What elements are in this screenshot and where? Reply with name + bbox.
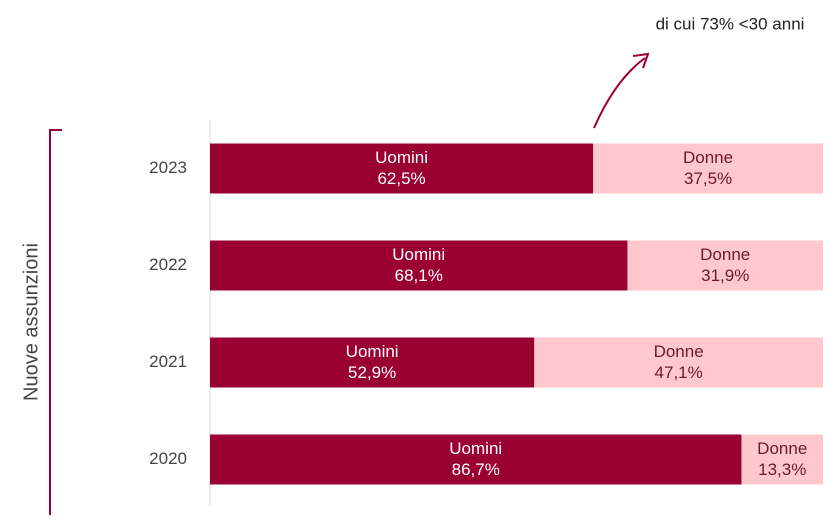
- bracket: [49, 129, 62, 515]
- segment-name: Donne: [654, 342, 704, 361]
- y-tick-label: 2023: [149, 158, 187, 177]
- bar-segment: [627, 240, 823, 291]
- bar-segment: [210, 434, 742, 485]
- annotation: di cui 73% <30 anni: [656, 14, 805, 33]
- bar-segment: [534, 337, 823, 388]
- bar-segment: [741, 434, 823, 485]
- segment-name: Donne: [683, 148, 733, 167]
- segment-name: Uomini: [392, 245, 445, 264]
- data-label: 37,5%: [684, 169, 732, 188]
- bar-segment: [210, 240, 628, 291]
- data-label: 13,3%: [758, 460, 806, 479]
- arrow-head: [632, 52, 650, 69]
- data-label: 86,7%: [452, 460, 500, 479]
- bar-segment: [210, 337, 535, 388]
- y-tick-label: 2021: [149, 352, 187, 371]
- bar-segment: [593, 143, 823, 194]
- data-label: 62,5%: [377, 169, 425, 188]
- segment-name: Uomini: [346, 342, 399, 361]
- segment-name: Donne: [700, 245, 750, 264]
- segment-name: Donne: [757, 439, 807, 458]
- data-label: 47,1%: [655, 363, 703, 382]
- data-label: 52,9%: [348, 363, 396, 382]
- y-tick-label: 2020: [149, 449, 187, 468]
- data-label: 68,1%: [395, 266, 443, 285]
- bar-segment: [210, 143, 594, 194]
- y-tick-label: 2022: [149, 255, 187, 274]
- annotation-arrow: [593, 57, 646, 129]
- y-axis-label: Nuove assunzioni: [20, 243, 42, 401]
- segment-name: Uomini: [375, 148, 428, 167]
- data-label: 31,9%: [701, 266, 749, 285]
- segment-name: Uomini: [449, 439, 502, 458]
